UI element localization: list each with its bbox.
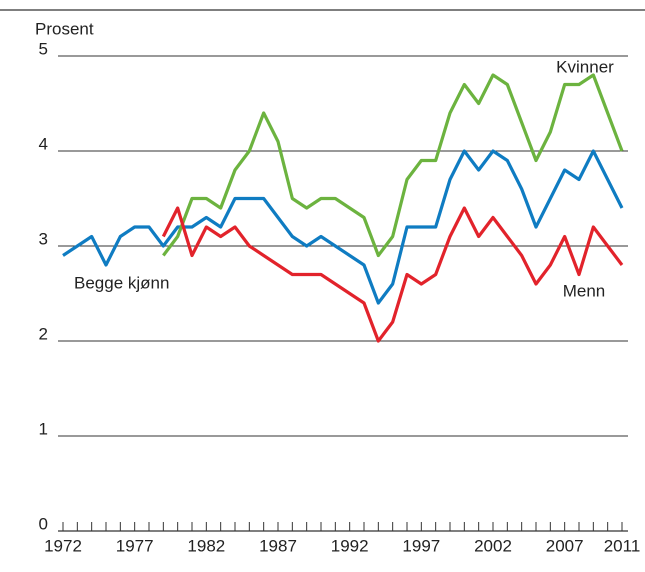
x-tick-label: 1972 bbox=[44, 536, 82, 555]
y-tick-label: 0 bbox=[39, 514, 48, 533]
series-label: Begge kjønn bbox=[74, 273, 169, 292]
x-tick-label: 1977 bbox=[116, 536, 154, 555]
x-tick-label: 2007 bbox=[546, 536, 584, 555]
series-label: Kvinner bbox=[556, 57, 614, 76]
series-line bbox=[62, 149, 624, 305]
x-tick-label: 1982 bbox=[187, 536, 225, 555]
series-line bbox=[162, 73, 624, 258]
x-tick-label: 1992 bbox=[331, 536, 369, 555]
y-tick-label: 1 bbox=[39, 419, 48, 438]
x-tick-label: 1987 bbox=[259, 536, 297, 555]
y-tick-label: 3 bbox=[39, 229, 48, 248]
y-axis-label: Prosent bbox=[35, 19, 94, 38]
series-label: Menn bbox=[563, 281, 606, 300]
y-tick-label: 4 bbox=[39, 134, 48, 153]
x-tick-label: 2002 bbox=[474, 536, 512, 555]
x-tick-label: 2011 bbox=[604, 536, 641, 555]
y-tick-label: 5 bbox=[39, 39, 48, 58]
x-tick-label: 1997 bbox=[402, 536, 440, 555]
y-tick-label: 2 bbox=[39, 324, 48, 343]
series-line bbox=[161, 206, 624, 343]
